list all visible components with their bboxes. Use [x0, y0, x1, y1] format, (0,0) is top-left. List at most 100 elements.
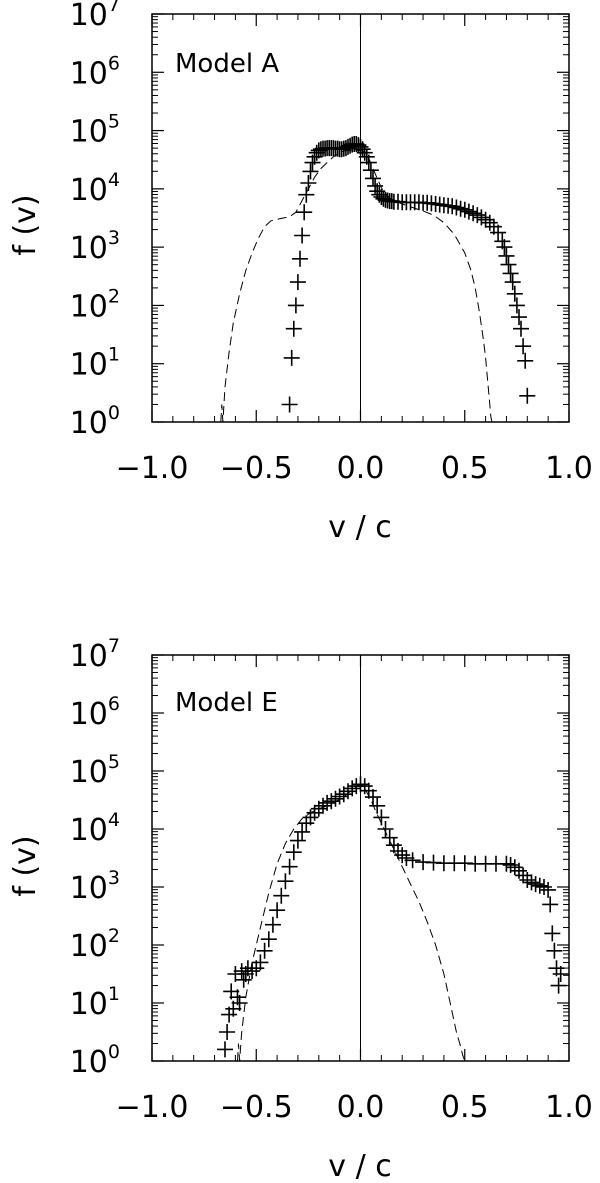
x-tick-label: 1.0: [545, 451, 593, 486]
data-point-plus: [283, 349, 300, 366]
data-point-plus: [369, 797, 386, 814]
data-point-plus: [310, 800, 327, 817]
data-point-plus: [504, 274, 521, 291]
data-point-plus: [481, 214, 498, 231]
data-point-plus: [460, 203, 477, 220]
model-label: Model A: [175, 49, 279, 79]
data-point-plus: [327, 790, 344, 807]
data-point-plus: [444, 198, 461, 215]
data-point-plus: [264, 916, 281, 933]
series-group: [220, 14, 536, 423]
data-point-plus: [552, 966, 569, 982]
data-point-plus: [260, 931, 277, 948]
x-tick-label: 0.5: [441, 1090, 489, 1125]
data-point-plus: [281, 396, 298, 413]
data-point-plus: [365, 789, 381, 806]
x-tick-label: −1.0: [116, 1090, 189, 1125]
data-point-plus: [360, 154, 377, 171]
dashed-curve: [220, 149, 493, 423]
data-point-plus: [448, 199, 465, 216]
data-point-plus: [306, 804, 323, 821]
y-tick-label: 106: [70, 693, 120, 732]
x-tick-label: −0.5: [220, 1090, 293, 1125]
x-tick-label: 0.5: [441, 451, 489, 486]
data-point-plus: [315, 797, 331, 814]
x-axis-label: v / c: [328, 1149, 391, 1183]
y-tick-label: 100: [70, 1041, 120, 1080]
data-point-plus: [490, 224, 507, 241]
y-tick-label: 103: [70, 227, 120, 266]
data-point-plus: [404, 852, 421, 869]
data-point-plus: [519, 872, 536, 888]
y-tick-label: 103: [70, 867, 120, 906]
data-point-plus: [496, 239, 513, 256]
data-point-plus: [308, 144, 325, 161]
y-tick-label: 106: [70, 52, 120, 91]
data-point-plus: [511, 309, 527, 326]
data-point-plus: [365, 170, 381, 187]
data-point-plus: [550, 977, 567, 994]
data-point-plus: [508, 297, 525, 314]
tick-group: 100 101 102 103 104 105 106 107 −1.0 −0.5 0.0 0.5 1.…: [70, 635, 593, 1125]
y-tick-label: 101: [70, 983, 120, 1022]
data-point-plus: [452, 200, 469, 217]
data-point-plus: [523, 874, 540, 891]
x-tick-label: 0.0: [337, 451, 385, 486]
data-point-plus: [269, 902, 286, 919]
data-point-plus: [356, 144, 373, 161]
data-point-plus: [540, 881, 557, 898]
data-point-plus: [337, 140, 354, 157]
y-tick-label: 101: [70, 344, 120, 383]
data-point-plus: [477, 211, 494, 228]
data-point-plus: [398, 850, 415, 866]
data-point-plus: [256, 942, 273, 959]
data-point-plus: [285, 320, 302, 337]
data-point-plus: [502, 857, 519, 873]
data-point-plus: [515, 338, 532, 355]
data-point-plus: [298, 186, 315, 203]
y-tick-label: 102: [70, 925, 120, 964]
data-point-plus: [517, 352, 534, 369]
data-point-plus: [285, 844, 302, 861]
data-point-plus: [546, 942, 563, 959]
x-tick-label: −1.0: [116, 451, 189, 486]
y-tick-label: 107: [70, 0, 120, 33]
data-point-plus: [294, 227, 311, 244]
data-point-plus: [296, 204, 313, 221]
y-axis-label: f (v): [8, 835, 43, 896]
data-point-plus: [306, 148, 323, 165]
data-point-plus: [377, 821, 394, 837]
y-axis-label: f (v): [8, 194, 43, 255]
data-point-plus: [289, 832, 306, 849]
y-tick-label: 105: [70, 111, 120, 150]
series-group: [217, 655, 569, 1062]
data-point-plus: [219, 1024, 236, 1040]
data-point-plus: [277, 873, 294, 890]
y-tick-label: 105: [70, 751, 120, 790]
data-point-plus: [469, 207, 486, 224]
data-point-plus: [252, 954, 269, 971]
data-point-plus: [373, 189, 390, 205]
data-point-plus: [498, 855, 515, 872]
data-point-plus: [231, 995, 248, 1011]
data-point-plus: [531, 877, 548, 894]
data-point-plus: [310, 142, 327, 159]
data-point-plus: [456, 201, 473, 218]
data-point-plus: [465, 205, 482, 222]
data-point-plus: [519, 387, 536, 404]
y-tick-label: 102: [70, 285, 120, 324]
x-axis-label: v / c: [328, 510, 391, 545]
y-tick-label: 100: [70, 402, 120, 441]
data-point-plus: [500, 256, 517, 273]
x-tick-label: 0.0: [337, 1090, 385, 1125]
data-point-plus: [506, 285, 523, 302]
data-point-plus: [217, 1041, 233, 1058]
data-point-plus: [344, 780, 361, 797]
y-tick-label: 104: [70, 809, 120, 848]
data-point-plus: [498, 247, 515, 264]
panel-model-a: Model A f (v) v / c 10010110210310410510…: [8, 0, 593, 545]
data-point-plus: [273, 887, 290, 904]
data-point-plus: [289, 274, 306, 291]
data-point-plus: [544, 925, 561, 942]
